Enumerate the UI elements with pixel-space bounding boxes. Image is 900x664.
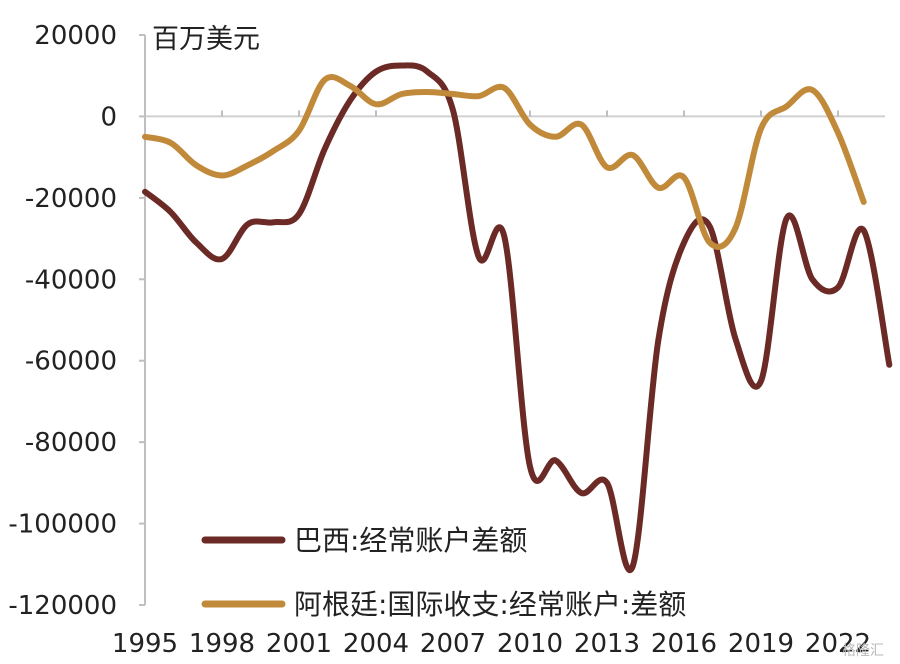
x-tick-label: 2016 xyxy=(651,629,717,659)
y-tick-label: -20000 xyxy=(25,184,117,214)
x-tick-label: 1995 xyxy=(112,629,178,659)
y-axis-unit-label: 百万美元 xyxy=(152,24,260,55)
y-tick-label: 20000 xyxy=(34,21,117,51)
y-tick-label: -40000 xyxy=(25,265,117,295)
y-tick-label: -60000 xyxy=(25,347,117,377)
legend-label-1: 巴西:经常账户差额 xyxy=(294,524,527,557)
x-tick-label: 2022 xyxy=(805,629,871,659)
x-tick-label: 2013 xyxy=(574,629,640,659)
x-tick-label: 2010 xyxy=(497,629,563,659)
y-tick-label: -100000 xyxy=(8,510,117,540)
x-tick-label: 1998 xyxy=(189,629,255,659)
x-tick-label: 2019 xyxy=(728,629,794,659)
series-line-2 xyxy=(142,74,867,250)
x-tick-label: 2004 xyxy=(343,629,409,659)
y-tick-label: -80000 xyxy=(25,428,117,458)
legend-label-2: 阿根廷:国际收支:经常账户:差额 xyxy=(294,588,686,621)
series-line-1 xyxy=(142,62,893,573)
y-tick-label: 0 xyxy=(100,102,117,132)
watermark: 格隆汇 xyxy=(842,643,884,659)
x-tick-label: 2007 xyxy=(420,629,486,659)
y-tick-label: -120000 xyxy=(8,591,117,621)
x-tick-label: 2001 xyxy=(266,629,332,659)
